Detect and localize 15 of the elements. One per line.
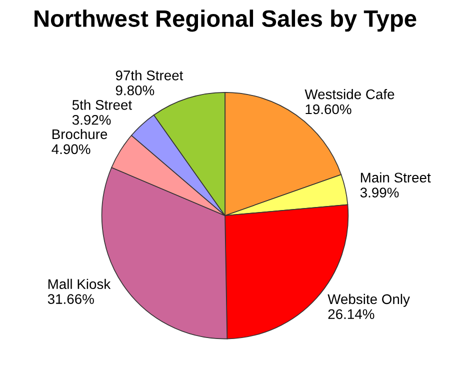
data-label: 26.14% bbox=[328, 309, 374, 320]
slice-label: Mall Kiosk bbox=[48, 278, 111, 290]
data-label: 31.66% bbox=[48, 294, 94, 304]
slice-label: Westside Cafe bbox=[304, 89, 394, 100]
slice-label: Website Only bbox=[328, 294, 410, 307]
slice-label: 97th Street bbox=[116, 70, 184, 80]
slice-label: Brochure bbox=[52, 128, 108, 140]
data-label: 3.99% bbox=[360, 188, 399, 198]
data-label: 9.80% bbox=[116, 85, 154, 96]
data-label: 19.60% bbox=[306, 104, 352, 114]
slice-label: Main Street bbox=[360, 172, 431, 183]
chart-title: Northwest Regional Sales by Type bbox=[34, 10, 416, 32]
data-label: 3.92% bbox=[72, 114, 111, 125]
slice-label: 5th Street bbox=[72, 100, 132, 110]
data-label: 4.90% bbox=[52, 144, 90, 154]
